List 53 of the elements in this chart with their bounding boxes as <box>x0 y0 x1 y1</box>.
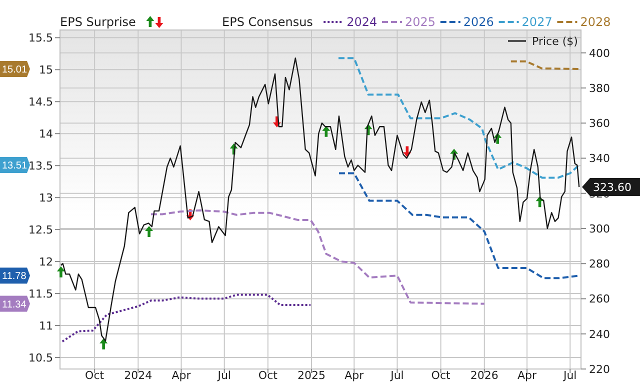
point <box>56 266 65 278</box>
x-tick-label: Jul <box>562 369 577 382</box>
y-tick-label: 13.5 <box>28 160 53 173</box>
text: 15.01 <box>2 64 28 76</box>
legend-label: 2027 <box>522 15 552 29</box>
legend-title: EPS Consensus <box>222 15 313 29</box>
y2-tick-label: 400 <box>589 46 610 60</box>
x-tick-label: Apr <box>517 369 537 382</box>
line-series <box>338 57 580 179</box>
x-tick-label: Oct <box>85 369 105 382</box>
point <box>100 338 108 350</box>
x-tick-label: Oct <box>258 369 278 382</box>
y-tick-label: 13 <box>39 192 53 205</box>
y2-tick-label: 360 <box>589 117 610 130</box>
legend-label: 2026 <box>463 15 494 29</box>
y-tick-label: 12.5 <box>28 224 53 237</box>
x-tick-label: Apr <box>172 369 192 382</box>
x-tick-label: Jul <box>216 369 231 382</box>
legend-label: 2025 <box>405 15 436 29</box>
text: 13.51 <box>2 160 28 172</box>
y2-tick-label: 220 <box>589 363 610 376</box>
y-tick-label: 14 <box>39 128 53 141</box>
text: 11.78 <box>2 271 27 282</box>
line-series <box>150 209 486 305</box>
y-tick-label: 15.5 <box>28 32 53 45</box>
y-tick-label: 15 <box>39 64 53 77</box>
y2-tick-label: 300 <box>589 222 610 236</box>
text: EPS Surprise <box>60 15 136 29</box>
x-tick-label: 2024 <box>124 369 152 382</box>
y-tick-label: 14.5 <box>28 96 53 109</box>
y2-tick-label: 260 <box>589 292 610 306</box>
y-tick-label: 11 <box>39 320 53 333</box>
y2-tick-label: 240 <box>589 328 610 341</box>
data-label: 323.60 <box>593 181 632 194</box>
point <box>322 126 330 137</box>
legend-label: 2024 <box>346 15 378 29</box>
legend-label: 2028 <box>580 15 611 29</box>
x-tick-label: 2026 <box>470 369 498 382</box>
x-tick-label: 2025 <box>298 369 326 382</box>
y2-tick-label: 340 <box>589 152 610 166</box>
line-series <box>61 294 312 342</box>
x-tick-label: Jul <box>390 369 404 382</box>
x-tick-label: Oct <box>431 369 451 382</box>
y-tick-label: 12 <box>39 256 53 269</box>
y2-tick-label: 280 <box>589 258 610 271</box>
point <box>145 226 154 237</box>
legend-label: Price ($) <box>532 35 578 48</box>
y2-tick-label: 380 <box>589 82 610 95</box>
line-series <box>338 172 580 280</box>
text: 11.34 <box>2 299 27 310</box>
y-tick-label: 11.5 <box>28 288 53 301</box>
y-tick-label: 10.5 <box>28 351 53 364</box>
x-tick-label: Apr <box>344 369 364 382</box>
